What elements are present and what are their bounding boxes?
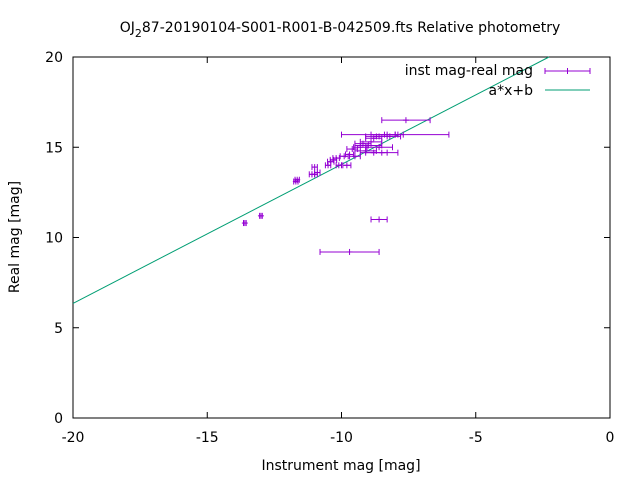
x-axis-title: Instrument mag [mag]	[261, 458, 420, 474]
legend-sample-data	[544, 68, 591, 74]
data-point	[381, 117, 431, 124]
chart-title: OJ287-20190104-S001-R001-B-042509.fts Re…	[120, 20, 561, 40]
data-point	[365, 144, 394, 151]
data-point	[241, 220, 248, 227]
data-point	[324, 162, 332, 169]
data-point	[370, 216, 388, 223]
x-tick-label: 0	[606, 430, 615, 446]
data-point	[339, 153, 349, 160]
legend-label-data: inst mag-real mag	[405, 63, 533, 79]
axis-tick-labels: -20 -15 -10 -5 0 0 5 10 15 20	[45, 50, 614, 446]
data-point	[257, 212, 264, 219]
data-point	[319, 248, 380, 255]
data-points-series	[241, 117, 450, 255]
fit-line-series	[72, 56, 550, 304]
data-point	[359, 149, 388, 156]
plot-frame	[72, 56, 611, 419]
data-point	[342, 162, 352, 169]
x-tick-label: -20	[62, 430, 85, 446]
chart-title-suffix: 87-20190104-S001-R001-B-042509.fts Relat…	[142, 20, 560, 36]
data-point	[311, 164, 318, 171]
legend-label-fit: a*x+b	[489, 83, 534, 99]
y-tick-label: 15	[45, 140, 63, 156]
axis-ticks	[72, 56, 611, 419]
data-point	[314, 169, 321, 176]
data-point	[359, 138, 383, 145]
data-point	[341, 131, 450, 138]
chart-title-subscript: 2	[135, 27, 142, 40]
legend: inst mag-real mag a*x+b	[405, 63, 591, 99]
data-point	[294, 176, 301, 183]
y-tick-label: 20	[45, 50, 63, 66]
y-axis-title: Real mag [mag]	[7, 181, 23, 293]
y-tick-label: 5	[54, 321, 63, 337]
x-tick-label: -15	[196, 430, 219, 446]
fit-line	[72, 56, 550, 304]
y-tick-label: 0	[54, 411, 63, 427]
data-point	[335, 162, 342, 169]
x-tick-label: -10	[330, 430, 353, 446]
x-tick-label: -5	[469, 430, 483, 446]
data-point	[332, 155, 340, 162]
y-tick-label: 10	[45, 231, 63, 247]
chart-title-prefix: OJ	[120, 20, 135, 36]
